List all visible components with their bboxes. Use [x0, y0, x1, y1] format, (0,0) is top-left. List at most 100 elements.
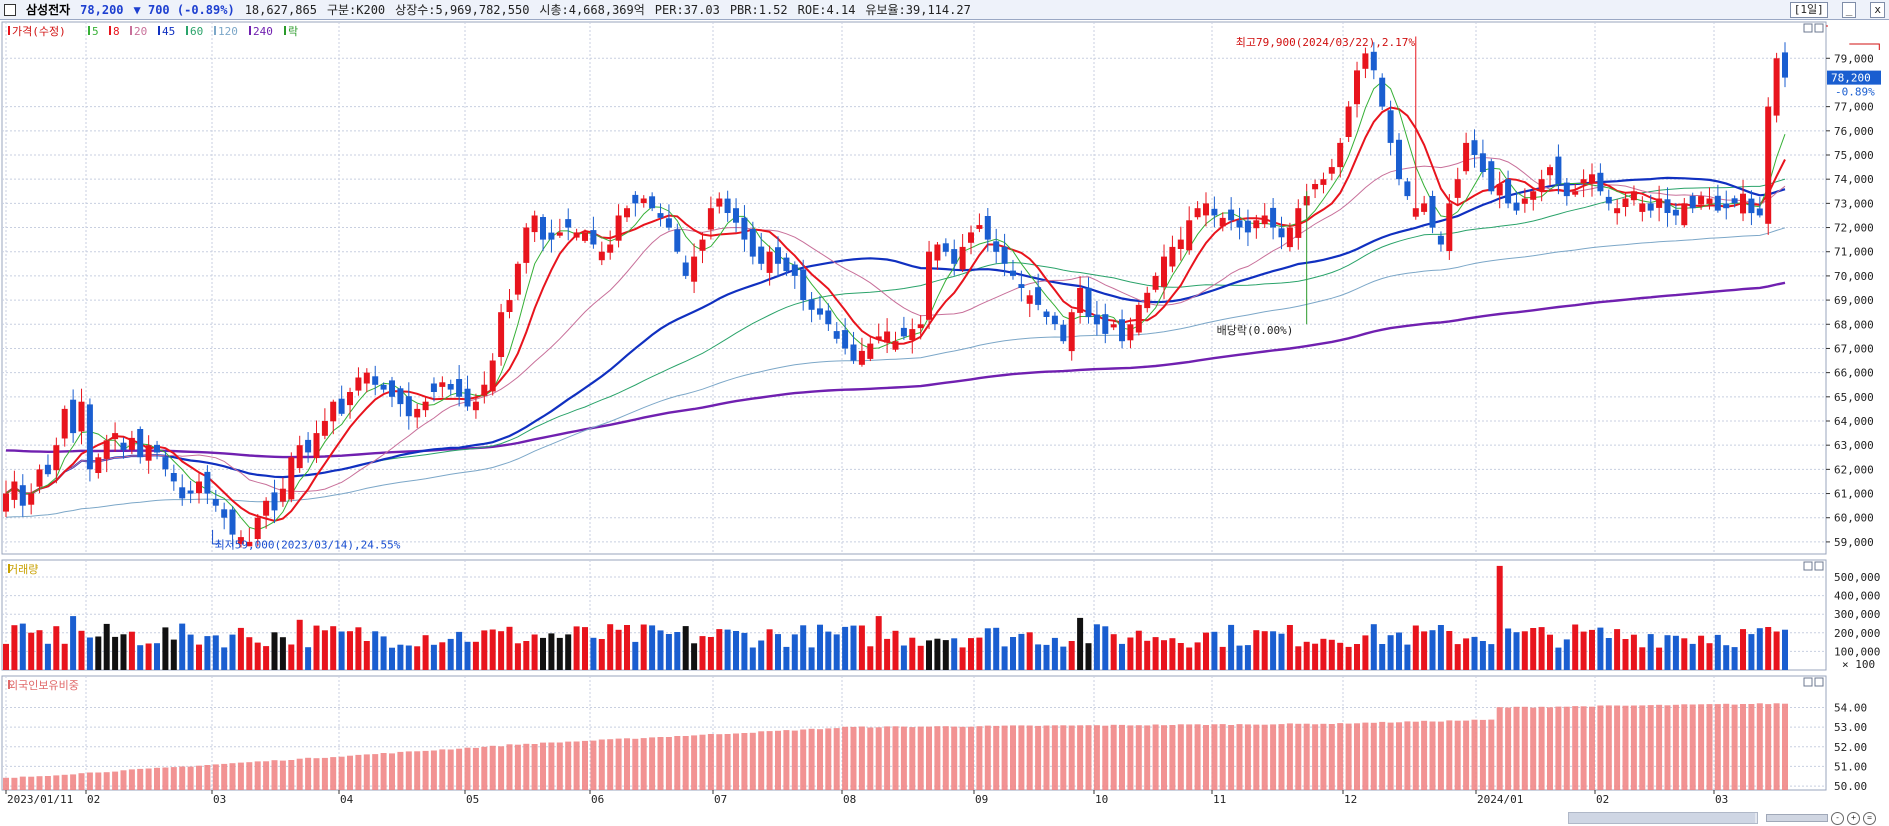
volume-bar — [1236, 645, 1243, 670]
candle-body — [733, 208, 739, 223]
candle-body — [179, 487, 186, 499]
zoom-out-icon[interactable]: - — [1831, 811, 1844, 825]
volume-bar — [1194, 642, 1201, 670]
stock-select-box[interactable] — [4, 3, 16, 16]
scroll-thumb[interactable] — [1569, 813, 1755, 823]
current-price-tag — [1827, 70, 1881, 85]
foreign-ratio-bar — [582, 740, 588, 790]
panel-close-icon — [1814, 561, 1824, 571]
volume-bar — [271, 632, 278, 670]
foreign-ratio-bar — [607, 739, 614, 790]
candle-body — [573, 232, 580, 238]
foreign-ratio-bar — [968, 726, 974, 790]
x-tick-label: 03 — [213, 793, 226, 806]
foreign-ratio-bar — [531, 744, 538, 790]
period-button[interactable]: [1일] — [1789, 2, 1828, 18]
candle-body — [1731, 198, 1738, 204]
foreign-ratio-bar — [942, 726, 949, 790]
volume-bar — [120, 634, 127, 670]
candle-body — [1396, 139, 1402, 180]
zoom-slider[interactable] — [1766, 814, 1828, 822]
candle-body — [36, 469, 43, 487]
volume-bar — [1337, 642, 1344, 670]
candle-body — [221, 509, 228, 518]
candle-body — [1379, 77, 1386, 107]
candle-body — [1370, 51, 1377, 71]
volume-bar — [1706, 643, 1713, 670]
candle-body — [472, 401, 479, 411]
volume-bar — [842, 626, 849, 670]
candle-body — [338, 398, 345, 414]
price-tick-label: 69,000 — [1834, 294, 1874, 307]
foreign-ratio-bar — [1077, 725, 1084, 790]
candle-body — [951, 249, 958, 264]
volume-bar — [892, 630, 899, 670]
candle-body — [1068, 312, 1075, 352]
volume-bar — [1589, 629, 1595, 670]
candle-body — [632, 194, 639, 204]
foreign-ratio-bar — [1110, 724, 1117, 790]
stock-name[interactable]: 삼성전자 — [26, 3, 71, 17]
volume-bar — [1026, 632, 1033, 670]
candle-body — [1286, 227, 1293, 248]
candle-body — [758, 246, 765, 264]
volume-bar — [1211, 631, 1218, 670]
foreign-ratio-bar — [1370, 722, 1377, 790]
foreign-ratio-bar — [288, 760, 295, 790]
candle-body — [959, 246, 966, 270]
foreign-ratio-bar — [1362, 722, 1369, 790]
candle-body — [649, 196, 656, 209]
volume-bar — [733, 631, 739, 670]
candle-body — [288, 457, 295, 500]
candle-body — [1614, 208, 1621, 214]
volume-bar — [1320, 638, 1327, 670]
candle-body — [1236, 220, 1243, 228]
candle-body — [984, 216, 991, 240]
foreign-ratio-bar — [1060, 725, 1067, 790]
window-close-icon[interactable]: x — [1870, 2, 1885, 18]
candle-body — [934, 244, 941, 261]
volume-bar — [749, 647, 756, 670]
volume-bar — [825, 631, 832, 670]
foreign-ratio-bar — [44, 776, 51, 790]
volume-bar — [1647, 634, 1654, 670]
foreign-ratio-bar — [305, 757, 312, 790]
candle-body — [1698, 196, 1705, 205]
zoom-reset-icon[interactable]: = — [1863, 811, 1876, 825]
foreign-ratio-bar — [590, 740, 597, 790]
candle-body — [313, 433, 320, 459]
foreign-ratio-bar — [959, 726, 966, 790]
candle-body — [330, 401, 337, 422]
foreign-ratio-bar — [1597, 705, 1604, 790]
volume-bar — [338, 631, 345, 670]
volume-panel-title: 거래량 — [8, 563, 38, 576]
foreign-ratio-bar — [1270, 724, 1277, 790]
volume-bar — [531, 634, 538, 670]
foreign-ratio-bar — [145, 768, 152, 790]
volume-bar — [389, 647, 395, 670]
foreign-ratio-bar — [1228, 725, 1235, 790]
price-panel-frame — [1, 21, 1827, 555]
x-tick-label: 2024/01 — [1477, 793, 1523, 806]
foreign-ratio-bar — [640, 738, 647, 790]
foreign-ratio-bar — [279, 760, 286, 790]
volume-bar — [1077, 617, 1084, 670]
foreign-ratio-bar — [892, 726, 899, 790]
volume-bar — [1303, 641, 1310, 670]
volume-bar — [1698, 635, 1705, 670]
volume-bar — [246, 637, 253, 670]
zoom-controls: - + = — [1766, 811, 1886, 825]
volume-bar — [1278, 633, 1285, 670]
zoom-in-icon[interactable]: + — [1847, 811, 1860, 825]
volume-bar — [1454, 644, 1461, 670]
candle-body — [3, 493, 9, 512]
volume-bar — [1555, 647, 1562, 670]
window-minimize-icon[interactable]: _ — [1841, 2, 1857, 18]
candle-body — [1051, 315, 1058, 325]
foreign-ratio-bar — [1144, 725, 1151, 790]
foreign-ratio-bar — [540, 742, 546, 790]
volume-bar — [439, 642, 446, 670]
chart-scrollbar[interactable] — [1568, 812, 1758, 824]
foreign-ratio-bar — [1051, 725, 1058, 790]
volume-bar — [112, 636, 119, 670]
